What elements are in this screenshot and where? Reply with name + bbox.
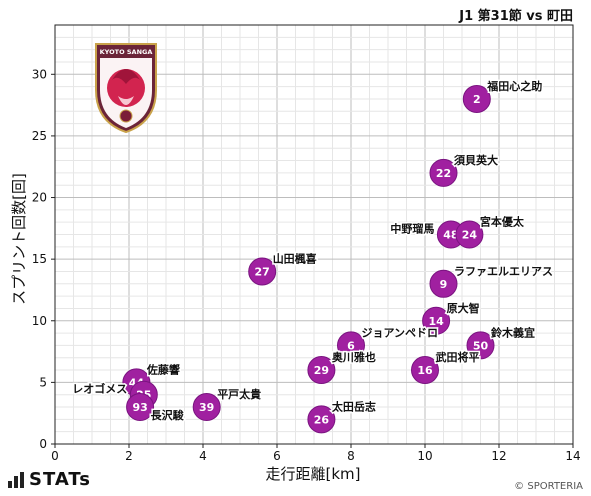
page-title: J1 第31節 vs 町田 <box>459 9 573 24</box>
point-label: 奥川雅也 <box>331 350 376 364</box>
x-axis-label: 走行距離[km] <box>265 465 360 483</box>
x-tick-label: 8 <box>347 449 355 463</box>
y-tick-label: 20 <box>32 191 47 205</box>
player-point: 9 ラファエルエリアス <box>429 263 555 298</box>
point-marker <box>455 220 484 249</box>
point-label: ラファエルエリアス <box>454 265 553 278</box>
point-marker <box>422 306 451 335</box>
point-marker <box>466 331 495 360</box>
point-number: 2 <box>473 93 481 106</box>
y-tick-label: 15 <box>32 252 47 266</box>
point-marker <box>126 393 155 422</box>
point-number: 24 <box>462 229 478 242</box>
point-label: 福田心之助 <box>486 79 542 93</box>
point-number: 22 <box>436 167 451 180</box>
point-label: レオゴメス <box>72 382 127 396</box>
point-number: 16 <box>417 364 433 377</box>
point-marker <box>337 331 365 360</box>
y-tick-label: 5 <box>39 375 47 389</box>
point-marker <box>307 405 336 434</box>
point-number: 93 <box>132 401 147 414</box>
point-marker <box>429 158 458 187</box>
point-label: 太田岳志 <box>331 399 376 413</box>
player-point: 6 ジョアンペドロ <box>337 325 440 360</box>
point-label: 原大智 <box>447 301 480 315</box>
player-point: 48 中野瑠馬 <box>389 220 465 249</box>
point-marker <box>307 356 336 385</box>
point-label: 長沢駿 <box>151 408 185 422</box>
point-marker <box>429 269 458 298</box>
crest-phoenix-wing <box>112 69 140 84</box>
brand-text: STATs <box>29 469 91 490</box>
player-point: 2 福田心之助 <box>462 77 544 113</box>
point-label: 中野瑠馬 <box>390 222 434 236</box>
point-label: 武田将平 <box>436 350 480 364</box>
x-tick-label: 4 <box>199 449 207 463</box>
player-point: 93 長沢駿 <box>126 393 186 424</box>
x-tick-label: 6 <box>273 449 281 463</box>
y-axis-label: スプリント回数[回] <box>10 173 28 305</box>
team-logo: KYOTO SANGA <box>95 43 157 134</box>
x-tick-label: 2 <box>125 449 133 463</box>
point-marker <box>462 84 491 113</box>
point-label: 平戸太貴 <box>217 387 261 401</box>
y-tick-label: 0 <box>39 437 47 451</box>
crest-lettering: KYOTO SANGA <box>100 48 153 56</box>
point-number: 29 <box>314 364 329 377</box>
point-number: 14 <box>428 315 444 328</box>
crest-phoenix-body <box>107 69 145 107</box>
point-number: 9 <box>440 278 448 291</box>
x-tick-label: 14 <box>565 449 580 463</box>
point-label: 佐藤響 <box>146 362 180 376</box>
stats-brand: STATs <box>8 469 91 490</box>
point-number: 39 <box>199 401 214 414</box>
point-number: 26 <box>314 413 330 426</box>
point-number: 50 <box>473 339 489 352</box>
point-label: 宮本優太 <box>480 215 525 229</box>
point-number: 48 <box>443 229 458 242</box>
stats-bars-icon <box>8 471 24 488</box>
crest: KYOTO SANGA <box>95 43 157 134</box>
point-label: 山田楓喜 <box>273 251 317 265</box>
x-tick-label: 12 <box>491 449 506 463</box>
point-number: 27 <box>255 265 270 278</box>
x-tick-label: 10 <box>417 449 432 463</box>
crest-phoenix-tail <box>118 96 134 105</box>
copyright: © SPORTERIA <box>514 481 583 492</box>
y-tick-label: 10 <box>32 314 47 328</box>
point-marker <box>411 356 439 385</box>
point-label: 鈴木義宜 <box>491 325 535 339</box>
point-marker <box>192 393 221 422</box>
plot-frame <box>54 24 574 445</box>
point-label: 須貝英大 <box>453 153 498 167</box>
x-tick-label: 0 <box>51 449 59 463</box>
point-marker <box>248 257 277 286</box>
point-label: ジョアンペドロ <box>362 326 439 339</box>
crest-emblem <box>119 109 133 123</box>
point-number: 6 <box>347 339 355 352</box>
y-tick-label: 30 <box>32 67 47 81</box>
y-tick-label: 25 <box>32 129 47 143</box>
